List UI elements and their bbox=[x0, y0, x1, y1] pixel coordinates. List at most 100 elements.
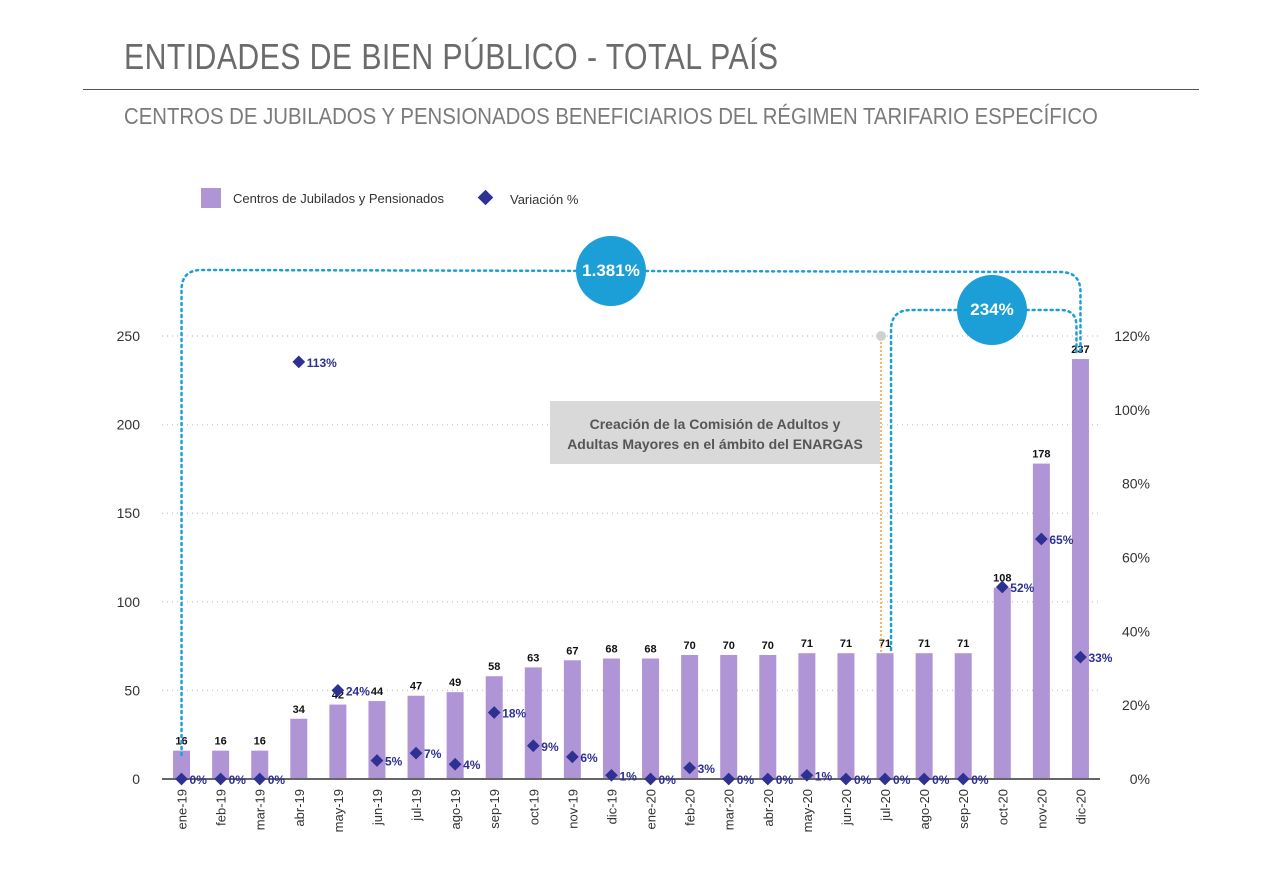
bar-value-label: 34 bbox=[293, 704, 306, 716]
bar bbox=[563, 660, 581, 779]
bar-value-label: 47 bbox=[410, 681, 422, 693]
y2-tick-label: 100% bbox=[1114, 402, 1150, 418]
bar bbox=[290, 718, 308, 779]
bar-value-label: 70 bbox=[684, 640, 696, 652]
variation-label: 1% bbox=[619, 769, 637, 783]
y2-tick-label: 40% bbox=[1122, 623, 1150, 639]
variation-marker bbox=[253, 772, 267, 786]
x-tick-label: jun-19 bbox=[370, 789, 385, 826]
bar bbox=[720, 654, 738, 779]
annotation-note-line-2: Adultas Mayores en el ámbito del ENARGAS bbox=[567, 436, 863, 452]
variation-label: 52% bbox=[1010, 581, 1034, 595]
variation-label: 0% bbox=[971, 773, 989, 787]
bar bbox=[798, 653, 816, 779]
y-tick-label: 250 bbox=[117, 328, 141, 344]
variation-label: 24% bbox=[346, 684, 370, 698]
bar bbox=[1032, 463, 1050, 779]
bar bbox=[1071, 359, 1089, 779]
y2-tick-label: 0% bbox=[1130, 771, 1150, 787]
y-tick-label: 100 bbox=[117, 594, 141, 610]
page-title: ENTIDADES DE BIEN PÚBLICO - TOTAL PAÍS bbox=[124, 36, 779, 77]
variation-label: 0% bbox=[932, 773, 950, 787]
bar-value-label: 71 bbox=[801, 638, 813, 650]
bar bbox=[485, 676, 503, 779]
x-tick-label: mar-20 bbox=[722, 789, 737, 830]
note-marker-dot bbox=[876, 331, 887, 341]
x-tick-label: jun-20 bbox=[839, 789, 854, 826]
bar-value-label: 44 bbox=[371, 686, 384, 698]
bar-value-label: 71 bbox=[957, 638, 969, 650]
variation-label: 7% bbox=[424, 747, 442, 761]
x-tick-label: feb-19 bbox=[214, 789, 229, 826]
bar bbox=[954, 653, 972, 779]
variation-label: 9% bbox=[541, 740, 559, 754]
bar-value-label: 71 bbox=[840, 638, 852, 650]
y-tick-label: 0 bbox=[132, 771, 140, 787]
bar-value-label: 58 bbox=[488, 661, 500, 673]
variation-marker bbox=[292, 355, 306, 369]
y2-tick-label: 80% bbox=[1122, 476, 1150, 492]
bar bbox=[446, 692, 464, 779]
x-tick-label: ago-20 bbox=[917, 789, 932, 829]
bar-value-label: 68 bbox=[644, 644, 656, 656]
bar-value-label: 63 bbox=[527, 652, 539, 664]
growth-since-note-bubble: 234% bbox=[957, 275, 1027, 345]
bar bbox=[368, 701, 386, 779]
bar-value-label: 108 bbox=[993, 573, 1011, 585]
bar bbox=[524, 667, 542, 779]
variation-label: 0% bbox=[893, 773, 911, 787]
x-tick-label: feb-20 bbox=[683, 789, 698, 826]
x-tick-label: mar-19 bbox=[253, 789, 268, 830]
x-tick-label: ene-20 bbox=[644, 789, 659, 829]
bar bbox=[602, 658, 620, 779]
variation-label: 0% bbox=[776, 773, 794, 787]
variation-label: 0% bbox=[854, 773, 872, 787]
bar bbox=[173, 750, 191, 779]
variation-label: 0% bbox=[190, 773, 208, 787]
y2-tick-label: 60% bbox=[1122, 550, 1150, 566]
x-tick-label: sep-19 bbox=[487, 789, 502, 829]
variation-label: 0% bbox=[268, 773, 286, 787]
bar bbox=[837, 653, 855, 779]
x-tick-label: abr-20 bbox=[761, 789, 776, 827]
page-subtitle: CENTROS DE JUBILADOS Y PENSIONADOS BENEF… bbox=[124, 103, 1098, 129]
bar-value-label: 49 bbox=[449, 677, 461, 689]
bar-value-label: 71 bbox=[879, 638, 891, 650]
variation-label: 1% bbox=[815, 769, 833, 783]
bar bbox=[642, 658, 660, 779]
x-tick-label: ago-19 bbox=[448, 789, 463, 829]
variation-label: 0% bbox=[737, 773, 755, 787]
x-tick-label: may-19 bbox=[331, 789, 346, 832]
total-growth-bubble: 1.381% bbox=[576, 236, 646, 306]
variation-label: 5% bbox=[385, 755, 403, 769]
x-tick-label: jul-19 bbox=[409, 789, 424, 822]
bar-value-label: 68 bbox=[605, 644, 617, 656]
x-tick-label: nov-19 bbox=[565, 789, 580, 829]
x-tick-label: sep-20 bbox=[956, 789, 971, 829]
x-tick-label: may-20 bbox=[800, 789, 815, 832]
bar-value-label: 67 bbox=[566, 645, 578, 657]
y-tick-label: 150 bbox=[117, 505, 141, 521]
variation-label: 113% bbox=[307, 356, 337, 370]
total-growth-bracket bbox=[180, 268, 1082, 757]
bar bbox=[876, 653, 894, 779]
bar-value-label: 71 bbox=[918, 638, 930, 650]
y-tick-label: 200 bbox=[117, 417, 141, 433]
legend-swatch-variation bbox=[477, 189, 494, 206]
legend-swatch-bars bbox=[201, 188, 221, 208]
legend-label-bars: Centros de Jubilados y Pensionados bbox=[233, 191, 445, 206]
x-tick-label: nov-20 bbox=[1034, 789, 1049, 829]
title-divider bbox=[83, 89, 1199, 90]
variation-label: 3% bbox=[698, 762, 716, 776]
x-tick-label: dic-20 bbox=[1073, 789, 1088, 824]
variation-label: 65% bbox=[1049, 533, 1073, 547]
bar bbox=[407, 695, 425, 779]
legend-label-variation: Variación % bbox=[510, 192, 579, 207]
bar bbox=[681, 654, 699, 779]
bar-value-label: 70 bbox=[762, 640, 774, 652]
bar bbox=[759, 654, 777, 779]
y2-tick-label: 20% bbox=[1122, 697, 1150, 713]
annotation-note-line-1: Creación de la Comisión de Adultos y bbox=[589, 416, 841, 432]
x-tick-label: oct-19 bbox=[526, 789, 541, 825]
